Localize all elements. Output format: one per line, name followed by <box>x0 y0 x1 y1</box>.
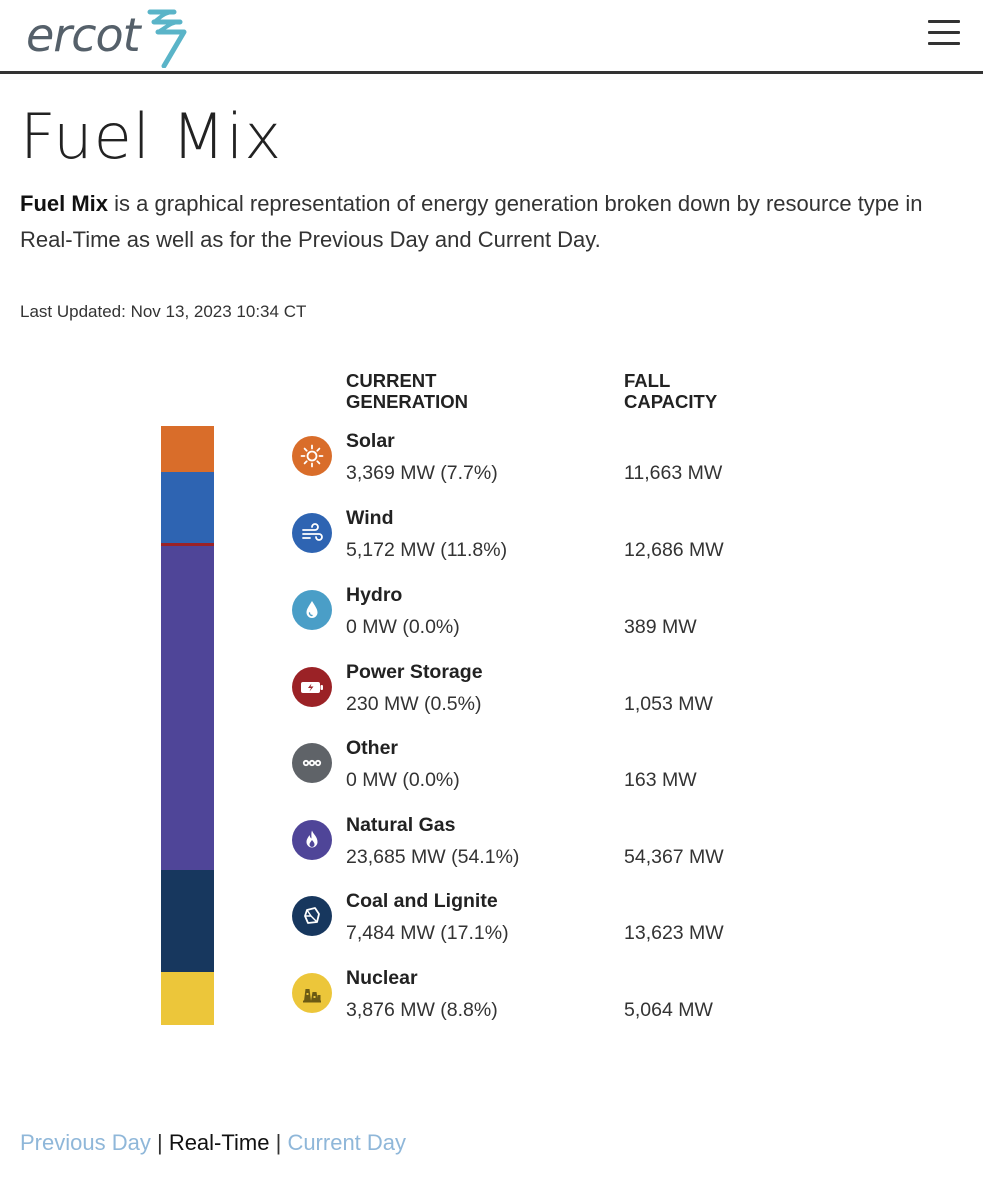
bar-segment-solar <box>161 426 214 473</box>
bar-segment-nuclear <box>161 972 214 1025</box>
fuel-name: Other <box>346 737 399 759</box>
current-generation-header: CURRENT GENERATION <box>346 370 468 412</box>
fuel-capacity: 54,367 MW <box>624 846 724 868</box>
fuel-capacity: 13,623 MW <box>624 922 724 944</box>
fuel-name: Wind <box>346 507 394 529</box>
site-header: ercot <box>0 0 983 74</box>
battery-icon <box>292 667 332 707</box>
bar-segment-natural-gas <box>161 545 214 870</box>
flame-icon <box>292 820 332 860</box>
fuel-row-solar: Solar 3,369 MW (7.7%) 11,663 MW <box>292 430 852 500</box>
more-dots-icon <box>292 743 332 783</box>
sun-icon <box>292 436 332 476</box>
hamburger-menu-icon[interactable] <box>928 20 960 46</box>
fall-capacity-header: FALL CAPACITY <box>624 370 718 412</box>
nuclear-plant-icon <box>292 973 332 1013</box>
fuel-generation: 0 MW (0.0%) <box>346 616 460 638</box>
coal-icon <box>292 896 332 936</box>
fuel-name: Nuclear <box>346 967 418 989</box>
tab-previous-day[interactable]: Previous Day <box>20 1130 151 1155</box>
fuel-row-nuclear: Nuclear 3,876 MW (8.8%) 5,064 MW <box>292 967 852 1037</box>
fuel-name: Coal and Lignite <box>346 890 498 912</box>
tab-separator: | <box>275 1130 282 1155</box>
bar-segment-power-storage <box>161 542 214 546</box>
bar-segment-coal-and-lignite <box>161 869 214 973</box>
fuel-mix-stacked-bar <box>161 426 214 1025</box>
fuel-name: Natural Gas <box>346 814 456 836</box>
logo-text: ercot <box>26 8 141 62</box>
fuel-generation: 3,876 MW (8.8%) <box>346 999 498 1021</box>
fuel-name: Power Storage <box>346 661 483 683</box>
view-tabs: Previous Day | Real-Time | Current Day <box>20 1130 406 1156</box>
fuel-capacity: 5,064 MW <box>624 999 713 1021</box>
fuel-generation: 3,369 MW (7.7%) <box>346 462 498 484</box>
lightning-bolt-icon <box>147 9 187 68</box>
tab-separator: | <box>156 1130 163 1155</box>
fuel-row-other: Other 0 MW (0.0%) 163 MW <box>292 737 852 807</box>
fuel-row-natural-gas: Natural Gas 23,685 MW (54.1%) 54,367 MW <box>292 814 852 884</box>
fuel-row-wind: Wind 5,172 MW (11.8%) 12,686 MW <box>292 507 852 577</box>
fuel-capacity: 11,663 MW <box>624 462 723 484</box>
fuel-capacity: 1,053 MW <box>624 693 713 715</box>
fuel-generation: 23,685 MW (54.1%) <box>346 846 520 868</box>
wind-icon <box>292 513 332 553</box>
ercot-logo[interactable]: ercot <box>26 6 188 68</box>
fuel-capacity: 389 MW <box>624 616 697 638</box>
tab-real-time[interactable]: Real-Time <box>168 1130 270 1155</box>
water-drop-icon <box>292 590 332 630</box>
fuel-name: Solar <box>346 430 395 452</box>
fuel-generation: 230 MW (0.5%) <box>346 693 482 715</box>
fuel-row-hydro: Hydro 0 MW (0.0%) 389 MW <box>292 584 852 654</box>
tab-current-day[interactable]: Current Day <box>287 1130 407 1155</box>
page-intro: Fuel Mix is a graphical representation o… <box>20 186 970 258</box>
intro-bold: Fuel Mix <box>20 191 109 216</box>
fuel-name: Hydro <box>346 584 403 606</box>
fuel-row-coal-and-lignite: Coal and Lignite 7,484 MW (17.1%) 13,623… <box>292 890 852 960</box>
fuel-generation: 7,484 MW (17.1%) <box>346 922 509 944</box>
fuel-row-power-storage: Power Storage 230 MW (0.5%) 1,053 MW <box>292 661 852 731</box>
last-updated: Last Updated: Nov 13, 2023 10:34 CT <box>20 302 307 321</box>
page-title: Fuel Mix <box>20 100 283 173</box>
fuel-capacity: 12,686 MW <box>624 539 724 561</box>
fuel-generation: 0 MW (0.0%) <box>346 769 460 791</box>
bar-segment-wind <box>161 472 214 543</box>
fuel-generation: 5,172 MW (11.8%) <box>346 539 508 561</box>
intro-text: is a graphical representation of energy … <box>20 191 923 252</box>
fuel-capacity: 163 MW <box>624 769 697 791</box>
